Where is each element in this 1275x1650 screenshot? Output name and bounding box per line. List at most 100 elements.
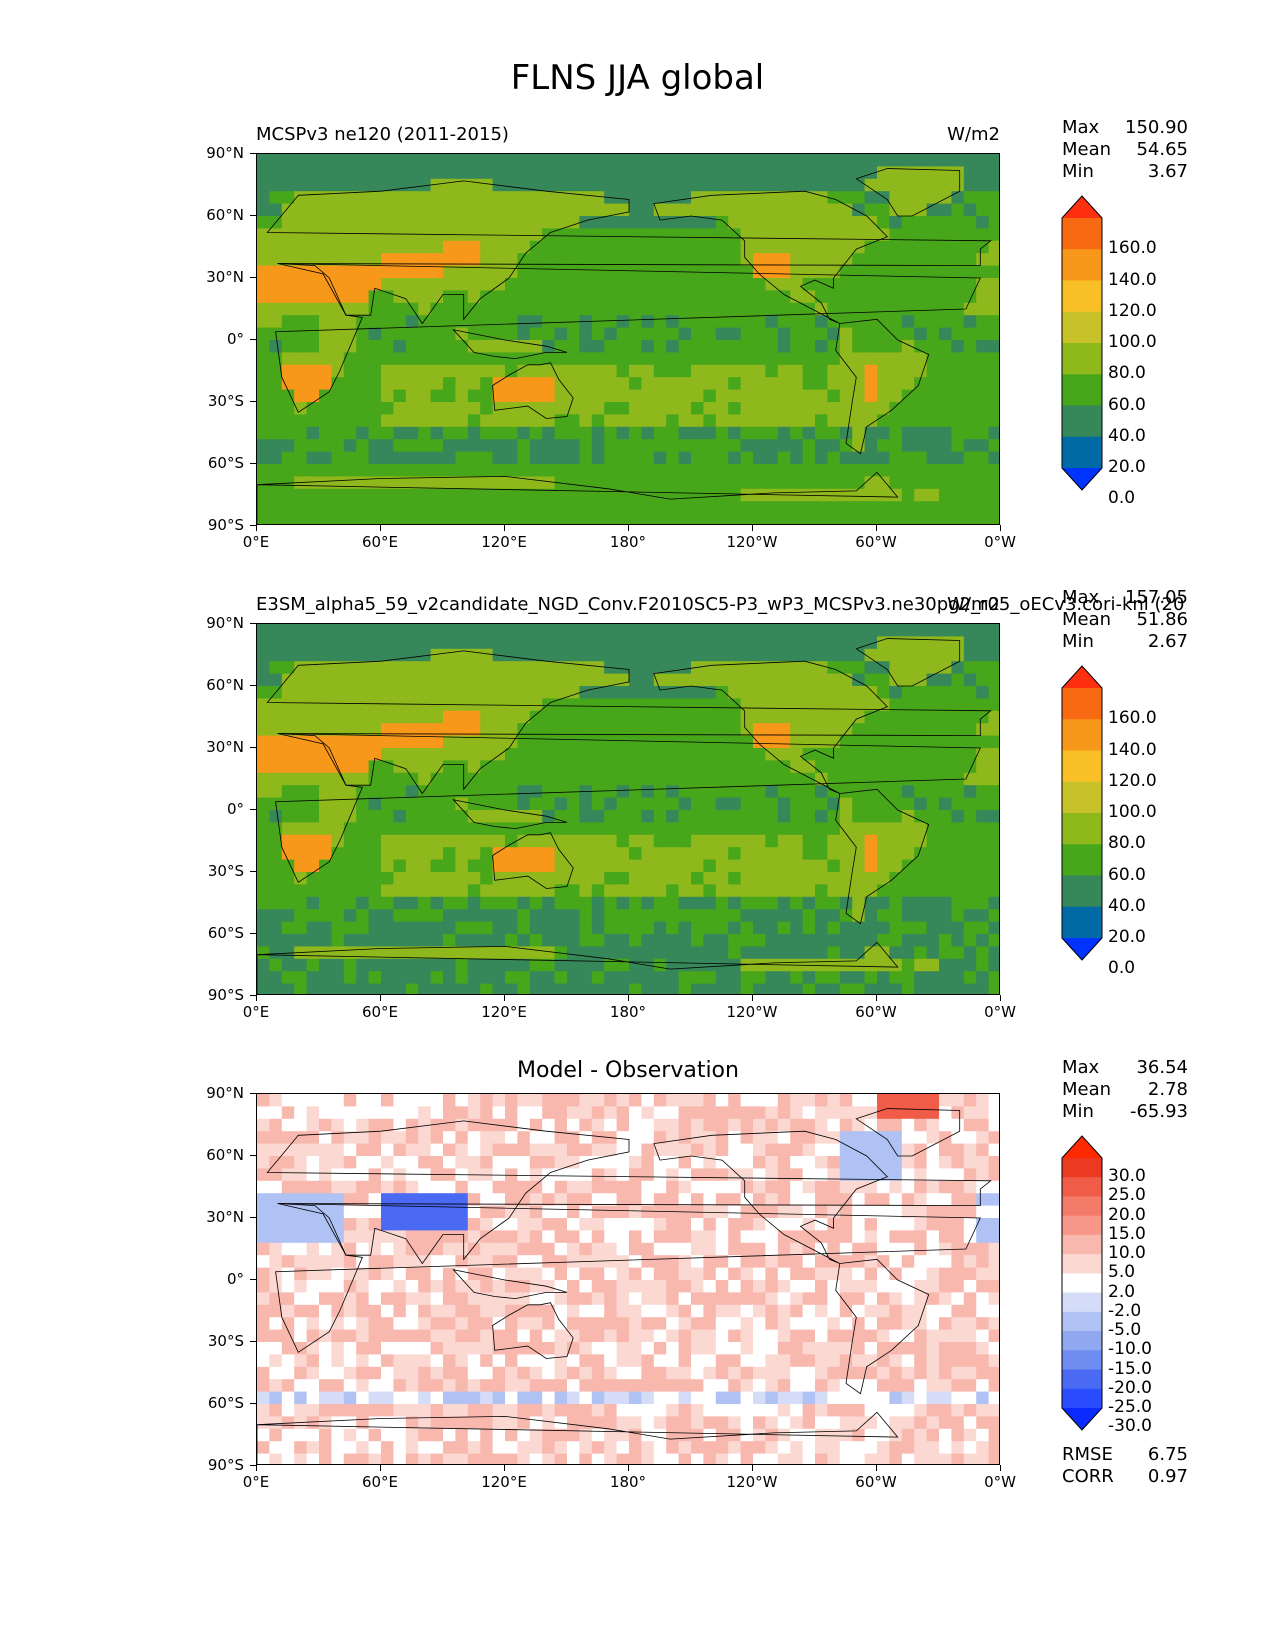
field-cell [443,476,456,490]
field-cell [877,1267,890,1281]
field-cell [666,872,680,885]
field-cell [368,884,382,898]
field-cell [356,1180,370,1194]
field-cell [765,1180,779,1194]
field-cell [554,1106,568,1120]
field-cell [629,772,642,786]
field-cell [257,439,270,453]
field-cell [976,278,990,291]
field-cell [368,946,382,960]
field-cell [393,983,407,994]
field-cell [616,166,630,180]
field-cell [281,1218,295,1231]
field-cell [678,327,692,341]
field-cell [418,278,432,291]
field-cell [926,439,940,453]
field-cell [653,1106,667,1120]
field-cell [666,698,680,712]
field-cell [368,1106,382,1120]
field-cell [777,1280,791,1293]
field-cell [777,1106,791,1120]
field-cell [703,501,717,515]
field-cell [951,810,965,823]
field-cell [319,1131,332,1145]
field-cell [579,426,593,440]
field-cell [777,1255,791,1269]
field-cell [294,513,308,524]
field-cell [579,1156,593,1169]
field-cell [381,228,394,242]
field-cell [790,661,804,675]
field-cell [951,315,965,329]
field-cell [963,686,977,699]
field-cell [889,178,903,192]
field-cell [393,872,407,885]
field-cell [319,191,332,205]
field-cell [653,934,667,947]
field-cell [715,1317,729,1331]
field-cell [393,414,407,428]
field-cell [653,1168,667,1182]
field-cell [393,352,407,366]
field-cell [306,278,320,291]
field-cell [889,723,903,737]
field-cell [455,1304,469,1318]
field-cell [505,847,518,861]
field-cell [257,240,270,254]
field-cell [963,315,977,329]
field-cell [455,265,469,279]
field-cell [591,1131,605,1145]
field-cell [368,1267,382,1281]
field-cell [443,822,456,836]
field-cell [604,710,618,724]
field-cell [294,748,308,761]
field-cell [529,884,543,898]
field-cell [542,1292,556,1306]
field-cell [480,426,494,440]
field-cell [405,772,419,786]
field-cell [815,710,828,724]
field-cell [839,253,853,267]
panel2-map [256,623,1000,995]
field-cell [343,921,357,935]
field-cell [790,884,804,898]
field-cell [715,686,729,699]
field-cell [529,971,543,985]
field-cell [827,377,841,391]
field-cell [517,983,531,994]
field-cell [604,698,618,712]
field-cell [839,834,853,848]
field-cell [951,822,965,836]
field-cell [777,1304,791,1318]
field-cell [343,1342,357,1355]
field-cell [331,698,345,712]
field-cell [877,698,890,712]
field-cell [629,1280,642,1293]
field-cell [281,203,295,217]
field-cell [765,476,779,490]
coastline [835,788,930,925]
field-cell [393,698,407,712]
field-cell [839,723,853,737]
field-cell [554,513,568,524]
field-cell [963,1230,977,1244]
field-cell [629,884,642,898]
field-cell [753,648,766,662]
field-cell [455,166,469,180]
field-cell [777,228,791,242]
field-cell [257,476,270,490]
field-cell [852,278,866,291]
field-cell [926,1329,940,1343]
field-cell [294,822,308,836]
field-cell [951,698,965,712]
field-cell [963,847,977,861]
field-cell [939,1342,952,1355]
field-cell [877,934,890,947]
field-cell [963,624,977,637]
field-cell [319,983,332,994]
field-cell [963,971,977,985]
field-cell [393,451,407,465]
field-cell [926,710,940,724]
field-cell [802,810,816,823]
field-cell [988,364,999,378]
